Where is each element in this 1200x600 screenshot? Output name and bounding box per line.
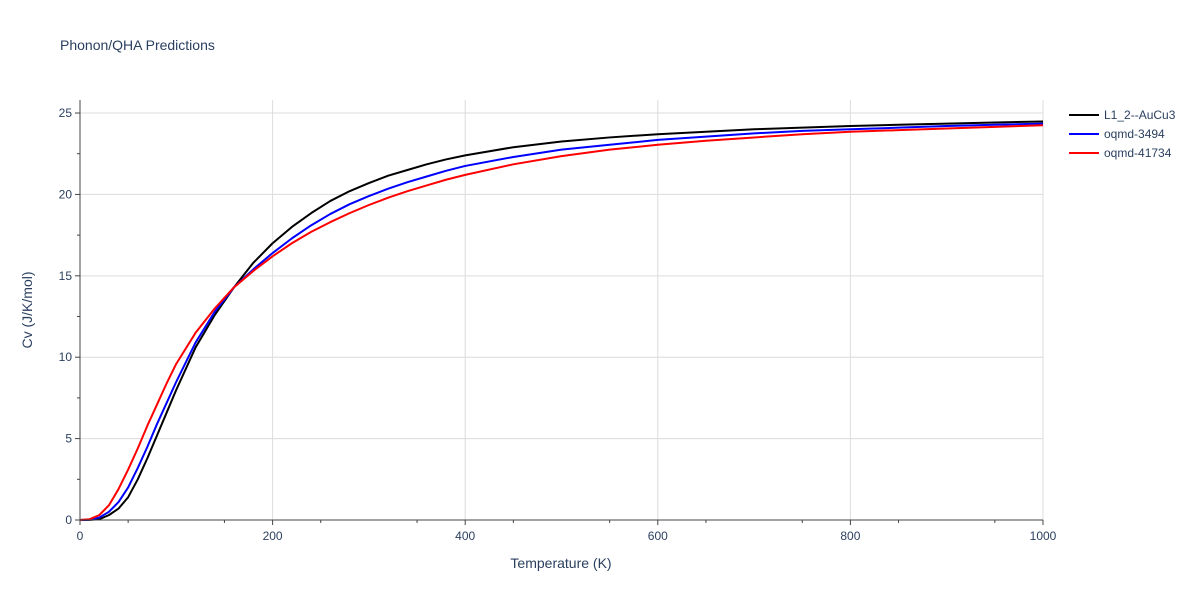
legend-label: oqmd-41734 xyxy=(1104,146,1172,160)
y-axis-ticks: 0 5 10 15 20 25 xyxy=(59,106,80,527)
x-axis-title: Temperature (K) xyxy=(510,555,611,571)
x-gridlines xyxy=(272,100,1044,520)
x-tick-label: 400 xyxy=(455,529,475,543)
x-tick-label: 1000 xyxy=(1030,529,1057,543)
legend-item[interactable]: L1_2--AuCu3 xyxy=(1069,108,1176,122)
series-line-L1_2--AuCu3 xyxy=(79,120,1044,521)
legend[interactable]: L1_2--AuCu3 oqmd-3494 oqmd-41734 xyxy=(1069,108,1176,160)
y-tick-label: 15 xyxy=(59,269,73,283)
y-gridlines xyxy=(80,112,1043,440)
y-tick-label: 10 xyxy=(59,350,73,364)
legend-label: oqmd-3494 xyxy=(1104,127,1165,141)
x-tick-label: 800 xyxy=(840,529,860,543)
y-tick-label: 0 xyxy=(65,513,72,527)
series-line-oqmd-41734 xyxy=(79,124,1044,521)
x-tick-label: 0 xyxy=(77,529,84,543)
y-tick-label: 5 xyxy=(65,432,72,446)
legend-item[interactable]: oqmd-41734 xyxy=(1069,146,1172,160)
chart-title: Phonon/QHA Predictions xyxy=(60,37,215,53)
x-tick-label: 200 xyxy=(263,529,283,543)
legend-item[interactable]: oqmd-3494 xyxy=(1069,127,1165,141)
y-tick-label: 20 xyxy=(59,187,73,201)
legend-label: L1_2--AuCu3 xyxy=(1104,108,1176,122)
y-axis-title: Cv (J/K/mol) xyxy=(19,272,35,349)
series-line-oqmd-3494 xyxy=(79,122,1044,521)
x-tick-label: 600 xyxy=(648,529,668,543)
series-layer xyxy=(79,120,1044,521)
y-tick-label: 25 xyxy=(59,106,73,120)
x-axis-ticks: 0 200 400 600 800 1000 xyxy=(77,520,1057,543)
